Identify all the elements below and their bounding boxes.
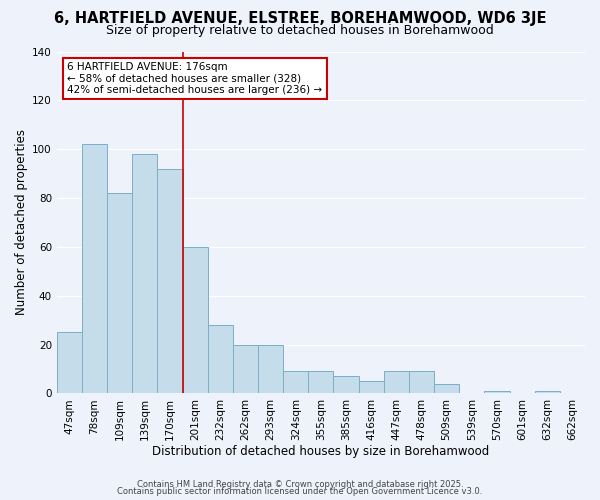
Text: Contains HM Land Registry data © Crown copyright and database right 2025.: Contains HM Land Registry data © Crown c… bbox=[137, 480, 463, 489]
Bar bbox=[132, 154, 157, 394]
Bar bbox=[107, 193, 132, 394]
Bar bbox=[258, 344, 283, 394]
Text: Contains public sector information licensed under the Open Government Licence v3: Contains public sector information licen… bbox=[118, 487, 482, 496]
Bar bbox=[484, 391, 509, 394]
Bar bbox=[535, 391, 560, 394]
Bar bbox=[182, 247, 208, 394]
Bar bbox=[384, 372, 409, 394]
Bar bbox=[57, 332, 82, 394]
Text: 6 HARTFIELD AVENUE: 176sqm
← 58% of detached houses are smaller (328)
42% of sem: 6 HARTFIELD AVENUE: 176sqm ← 58% of deta… bbox=[67, 62, 322, 95]
Bar bbox=[233, 344, 258, 394]
Bar bbox=[283, 372, 308, 394]
Bar bbox=[308, 372, 334, 394]
Bar bbox=[208, 325, 233, 394]
Text: 6, HARTFIELD AVENUE, ELSTREE, BOREHAMWOOD, WD6 3JE: 6, HARTFIELD AVENUE, ELSTREE, BOREHAMWOO… bbox=[54, 11, 546, 26]
Bar bbox=[359, 381, 384, 394]
Y-axis label: Number of detached properties: Number of detached properties bbox=[15, 130, 28, 316]
Bar bbox=[434, 384, 459, 394]
Text: Size of property relative to detached houses in Borehamwood: Size of property relative to detached ho… bbox=[106, 24, 494, 37]
X-axis label: Distribution of detached houses by size in Borehamwood: Distribution of detached houses by size … bbox=[152, 444, 490, 458]
Bar bbox=[82, 144, 107, 394]
Bar bbox=[409, 372, 434, 394]
Bar bbox=[157, 168, 182, 394]
Bar bbox=[334, 376, 359, 394]
